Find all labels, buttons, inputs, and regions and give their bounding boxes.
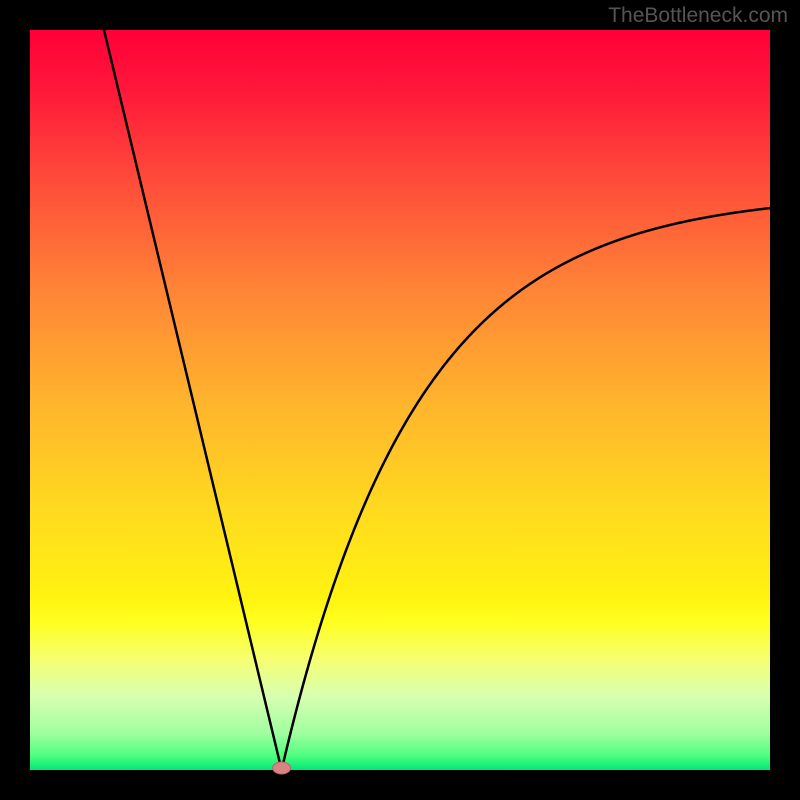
bottleneck-chart — [0, 0, 800, 800]
chart-container: TheBottleneck.com — [0, 0, 800, 800]
plot-background — [30, 30, 770, 770]
watermark-text: TheBottleneck.com — [608, 4, 788, 28]
minimum-marker — [273, 762, 291, 774]
